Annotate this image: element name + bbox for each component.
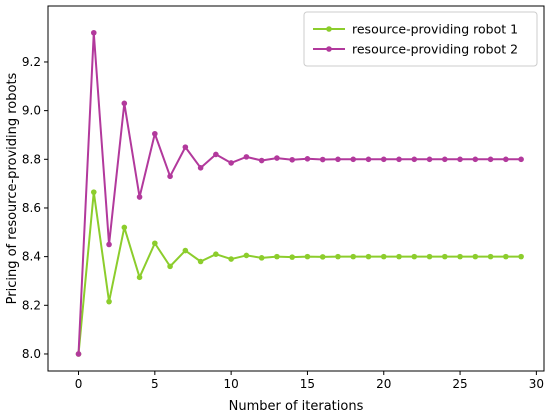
data-point-robot-1 [167, 263, 173, 270]
data-point-robot-2 [304, 156, 311, 162]
y-tick-label: 8.2 [22, 298, 41, 312]
data-point-robot-1 [518, 253, 524, 260]
data-point-robot-1 [335, 253, 341, 260]
data-point-robot-2 [167, 173, 173, 180]
legend: resource-providing robot 1 resource-prov… [303, 11, 538, 67]
data-point-robot-1 [457, 253, 463, 260]
y-tick-label: 8.4 [22, 250, 41, 264]
data-point-robot-2 [90, 29, 97, 36]
legend-label-robot-2: resource-providing robot 2 [352, 42, 518, 57]
plot-frame [47, 5, 545, 372]
data-point-robot-1 [90, 189, 97, 195]
data-point-robot-1 [274, 253, 280, 260]
data-point-robot-1 [503, 253, 509, 260]
data-point-robot-2 [243, 154, 250, 160]
data-point-robot-2 [228, 160, 234, 166]
ticks-layer: 0 5 10 15 20 25 30 8.0 8.2 8.4 8.6 8.8 9.0 9.2 [22, 55, 544, 391]
data-point-robot-2 [152, 130, 158, 137]
y-tick-label: 9.0 [22, 104, 41, 118]
data-point-robot-1 [197, 258, 204, 265]
data-point-robot-2 [350, 156, 357, 163]
data-point-robot-1 [213, 251, 219, 257]
data-point-robot-1 [426, 253, 433, 260]
data-point-robot-1 [152, 240, 158, 247]
data-point-robot-2 [380, 156, 387, 163]
data-point-robot-1 [121, 224, 128, 231]
y-tick-label: 8.0 [22, 347, 41, 361]
data-point-robot-1 [182, 247, 189, 254]
data-point-robot-2 [426, 156, 433, 163]
y-tick-label: 8.6 [22, 201, 41, 215]
data-point-robot-1 [304, 253, 311, 260]
data-point-robot-1 [442, 253, 448, 260]
data-point-robot-1 [106, 298, 112, 305]
data-point-robot-1 [487, 253, 494, 260]
legend-marker-robot-2 [326, 46, 332, 52]
x-tick-label: 0 [75, 377, 83, 391]
x-tick-label: 10 [223, 377, 238, 391]
x-tick-label: 30 [529, 377, 544, 391]
data-point-robot-1 [350, 253, 357, 260]
data-point-robot-2 [457, 156, 463, 163]
data-point-robot-2 [396, 156, 402, 163]
data-point-robot-1 [319, 254, 326, 260]
data-point-robot-2 [274, 155, 280, 161]
legend-marker-robot-1 [326, 26, 332, 32]
y-tick-label: 8.8 [22, 152, 41, 166]
x-tick-label: 15 [300, 377, 315, 391]
data-point-robot-2 [365, 156, 372, 163]
data-point-robot-2 [411, 156, 418, 163]
data-point-robot-2 [182, 144, 189, 150]
data-point-robot-1 [396, 253, 402, 260]
data-point-robot-1 [258, 255, 265, 261]
x-tick-label: 5 [151, 377, 159, 391]
y-axis-label: Pricing of resource-providing robots [5, 72, 20, 304]
data-point-robot-2 [487, 156, 494, 163]
data-point-robot-1 [289, 254, 295, 260]
data-point-robot-2 [289, 156, 295, 163]
data-point-robot-2 [75, 351, 82, 357]
data-point-robot-1 [472, 253, 479, 260]
data-point-robot-2 [213, 151, 219, 158]
data-point-robot-1 [411, 253, 418, 260]
data-point-robot-1 [136, 274, 143, 281]
data-point-robot-1 [365, 253, 372, 260]
data-point-robot-2 [503, 156, 509, 163]
x-axis-label: Number of iterations [229, 399, 364, 414]
series-layer [75, 29, 524, 357]
data-point-robot-2 [442, 156, 448, 163]
data-point-robot-2 [136, 194, 143, 200]
data-point-robot-2 [197, 165, 204, 171]
data-point-robot-2 [472, 156, 479, 163]
legend-label-robot-1: resource-providing robot 1 [352, 22, 518, 37]
data-point-robot-2 [106, 241, 112, 248]
x-tick-label: 20 [376, 377, 391, 391]
data-point-robot-1 [380, 253, 387, 260]
x-tick-label: 25 [452, 377, 467, 391]
data-point-robot-2 [258, 157, 265, 164]
data-point-robot-1 [243, 252, 250, 259]
legend-box [303, 11, 538, 67]
data-point-robot-2 [518, 156, 524, 163]
y-tick-label: 9.2 [22, 55, 41, 69]
data-point-robot-2 [121, 100, 128, 107]
data-point-robot-2 [335, 156, 341, 163]
data-point-robot-1 [228, 256, 234, 262]
data-point-robot-2 [319, 156, 326, 163]
